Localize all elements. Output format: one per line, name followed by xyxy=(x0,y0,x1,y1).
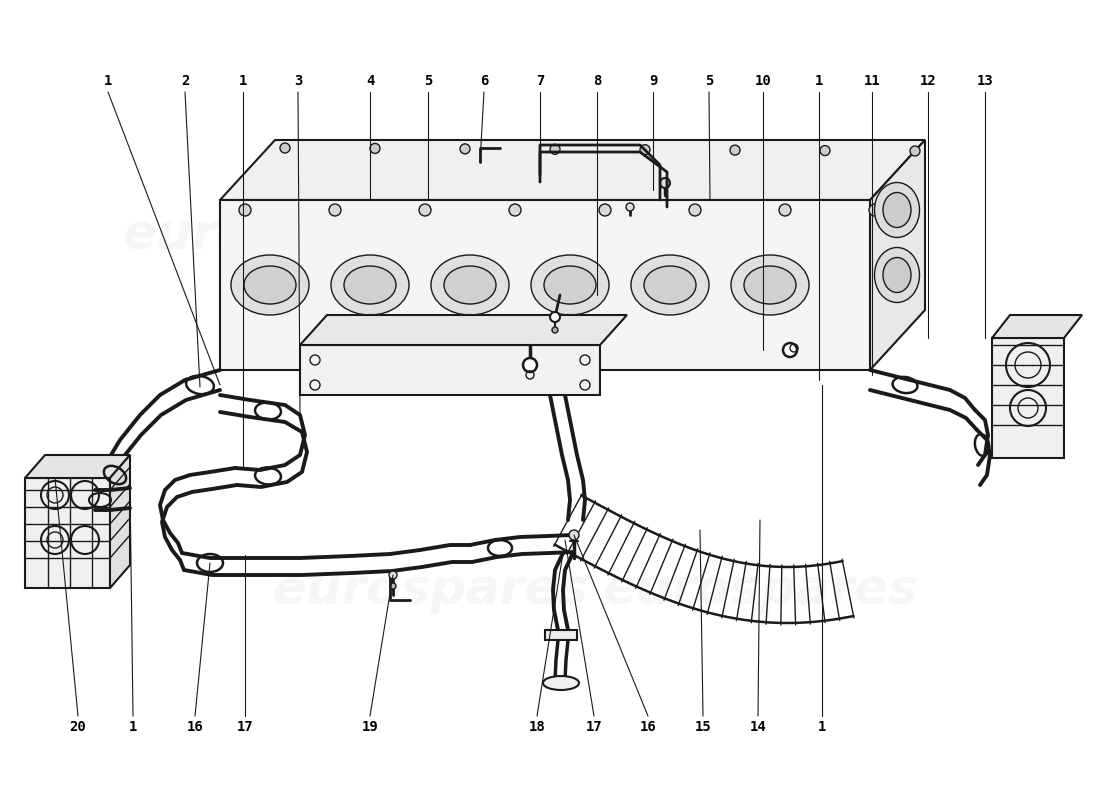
Ellipse shape xyxy=(444,266,496,304)
Circle shape xyxy=(600,204,610,216)
Text: eurospares: eurospares xyxy=(272,566,588,614)
Text: 5: 5 xyxy=(424,74,432,88)
Text: 15: 15 xyxy=(694,720,712,734)
Circle shape xyxy=(820,146,830,155)
Text: 5: 5 xyxy=(705,74,713,88)
Ellipse shape xyxy=(883,258,911,293)
Circle shape xyxy=(460,144,470,154)
Circle shape xyxy=(329,204,341,216)
Circle shape xyxy=(550,144,560,154)
Text: 17: 17 xyxy=(585,720,603,734)
Text: 16: 16 xyxy=(639,720,657,734)
Circle shape xyxy=(509,204,521,216)
Ellipse shape xyxy=(231,255,309,315)
Ellipse shape xyxy=(344,266,396,304)
Circle shape xyxy=(779,204,791,216)
Circle shape xyxy=(730,145,740,155)
Polygon shape xyxy=(25,455,130,478)
Ellipse shape xyxy=(883,193,911,227)
Circle shape xyxy=(280,143,290,153)
Ellipse shape xyxy=(543,676,579,690)
Text: 17: 17 xyxy=(236,720,253,734)
Bar xyxy=(220,200,870,370)
Text: 1: 1 xyxy=(817,720,826,734)
Text: 1: 1 xyxy=(103,74,112,88)
Circle shape xyxy=(640,145,650,154)
Ellipse shape xyxy=(744,266,796,304)
Text: eurospares: eurospares xyxy=(602,566,918,614)
Circle shape xyxy=(660,178,670,188)
Text: 3: 3 xyxy=(294,74,302,88)
Text: 7: 7 xyxy=(536,74,544,88)
Text: 1: 1 xyxy=(239,74,248,88)
Text: 20: 20 xyxy=(69,720,87,734)
Circle shape xyxy=(783,343,798,357)
Text: 11: 11 xyxy=(864,74,880,88)
Text: 9: 9 xyxy=(649,74,657,88)
Circle shape xyxy=(552,327,558,333)
Ellipse shape xyxy=(732,255,808,315)
Text: 19: 19 xyxy=(362,720,378,734)
Circle shape xyxy=(389,571,397,579)
Bar xyxy=(25,478,110,588)
Text: 6: 6 xyxy=(480,74,488,88)
Polygon shape xyxy=(300,315,627,345)
Ellipse shape xyxy=(531,255,609,315)
Circle shape xyxy=(626,203,634,211)
Text: 1: 1 xyxy=(129,720,138,734)
Text: eurospares: eurospares xyxy=(602,161,918,209)
Text: 2: 2 xyxy=(180,74,189,88)
Bar xyxy=(544,630,578,640)
Circle shape xyxy=(689,204,701,216)
Ellipse shape xyxy=(874,182,920,238)
Polygon shape xyxy=(992,315,1082,338)
Text: 1: 1 xyxy=(815,74,823,88)
Circle shape xyxy=(239,204,251,216)
Circle shape xyxy=(390,583,396,589)
Polygon shape xyxy=(110,455,130,588)
Text: eurospares: eurospares xyxy=(122,211,438,259)
Bar xyxy=(992,338,1064,458)
Circle shape xyxy=(550,312,560,322)
Text: 14: 14 xyxy=(749,720,767,734)
Bar xyxy=(300,345,600,395)
Ellipse shape xyxy=(431,255,509,315)
Circle shape xyxy=(419,204,431,216)
Text: 12: 12 xyxy=(920,74,936,88)
Text: 4: 4 xyxy=(366,74,374,88)
Text: 18: 18 xyxy=(529,720,546,734)
Text: 13: 13 xyxy=(977,74,993,88)
Ellipse shape xyxy=(244,266,296,304)
Circle shape xyxy=(869,204,881,216)
Polygon shape xyxy=(870,140,925,370)
Circle shape xyxy=(569,530,579,540)
Ellipse shape xyxy=(631,255,710,315)
Ellipse shape xyxy=(331,255,409,315)
Circle shape xyxy=(910,146,920,156)
Polygon shape xyxy=(220,140,925,200)
Ellipse shape xyxy=(544,266,596,304)
Circle shape xyxy=(370,143,379,154)
Text: 10: 10 xyxy=(755,74,771,88)
Ellipse shape xyxy=(644,266,696,304)
Circle shape xyxy=(522,358,537,372)
Ellipse shape xyxy=(874,247,920,302)
Text: 16: 16 xyxy=(187,720,204,734)
Text: 8: 8 xyxy=(593,74,602,88)
